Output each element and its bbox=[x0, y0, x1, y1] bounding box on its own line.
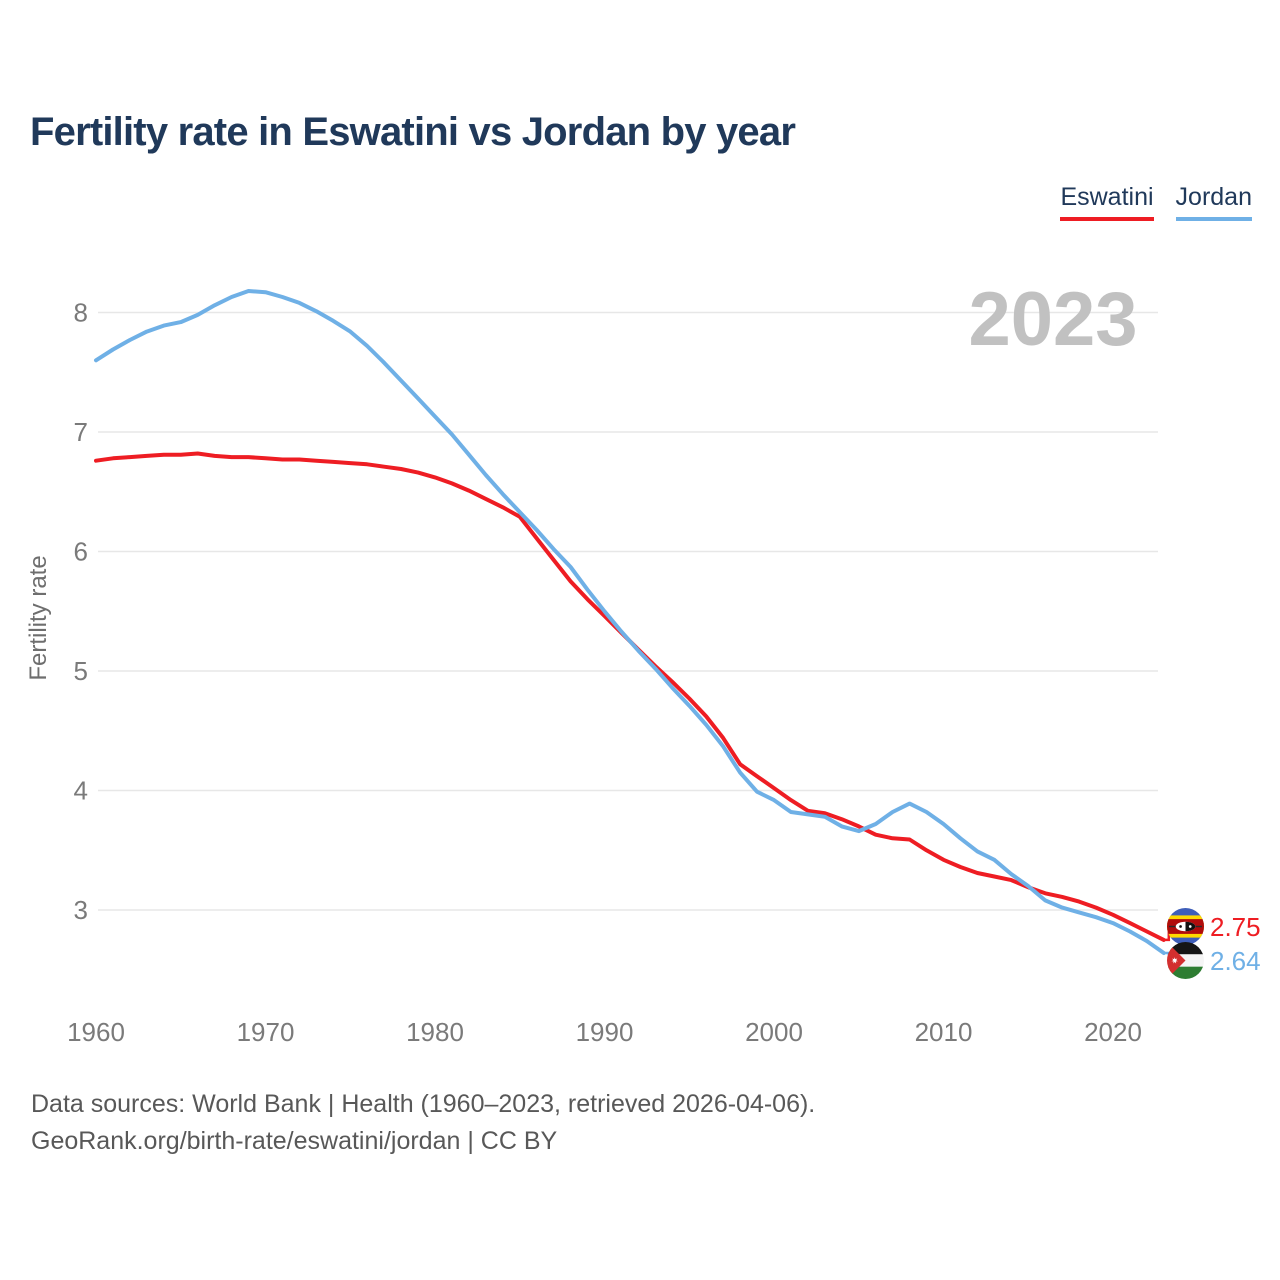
x-tick-2020: 2020 bbox=[1084, 1017, 1142, 1047]
legend-item-jordan[interactable]: Jordan bbox=[1175, 183, 1252, 221]
legend-item-eswatini[interactable]: Eswatini bbox=[1060, 183, 1154, 221]
y-tick-8: 8 bbox=[74, 298, 88, 328]
x-tick-1980: 1980 bbox=[406, 1017, 464, 1047]
y-tick-5: 5 bbox=[74, 656, 88, 686]
page-title: Fertility rate in Eswatini vs Jordan by … bbox=[30, 110, 796, 154]
x-tick-1990: 1990 bbox=[576, 1017, 634, 1047]
fertility-line-chart: 8 7 6 5 4 3 2023 1960 1970 1980 1990 2000 2010 2020 Fe… bbox=[25, 277, 1174, 1047]
x-tick-1960: 1960 bbox=[67, 1017, 125, 1047]
y-tick-4: 4 bbox=[74, 776, 88, 806]
jordan-end-value: 2.64 bbox=[1210, 945, 1261, 976]
eswatini-flag-icon bbox=[1167, 908, 1204, 945]
x-tick-2010: 2010 bbox=[915, 1017, 973, 1047]
y-tick-7: 7 bbox=[74, 417, 88, 447]
y-tick-3: 3 bbox=[74, 895, 88, 925]
x-tick-1970: 1970 bbox=[237, 1017, 295, 1047]
footer: Data sources: World Bank | Health (1960–… bbox=[31, 1086, 815, 1160]
y-tick-6: 6 bbox=[74, 537, 88, 567]
legend: Eswatini Jordan bbox=[1060, 183, 1252, 221]
x-tick-2000: 2000 bbox=[745, 1017, 803, 1047]
jordan-flag-icon bbox=[1167, 942, 1204, 979]
eswatini-end-value: 2.75 bbox=[1210, 911, 1261, 942]
footer-attribution: GeoRank.org/birth-rate/eswatini/jordan |… bbox=[31, 1127, 558, 1155]
end-label-jordan: 2.64 bbox=[1167, 942, 1261, 979]
line-jordan bbox=[94, 289, 1166, 955]
watermark-year: 2023 bbox=[968, 277, 1137, 362]
y-axis-title: Fertility rate bbox=[25, 555, 52, 680]
end-label-eswatini: 2.75 bbox=[1167, 908, 1261, 945]
footer-sources: Data sources: World Bank | Health (1960–… bbox=[31, 1090, 816, 1118]
